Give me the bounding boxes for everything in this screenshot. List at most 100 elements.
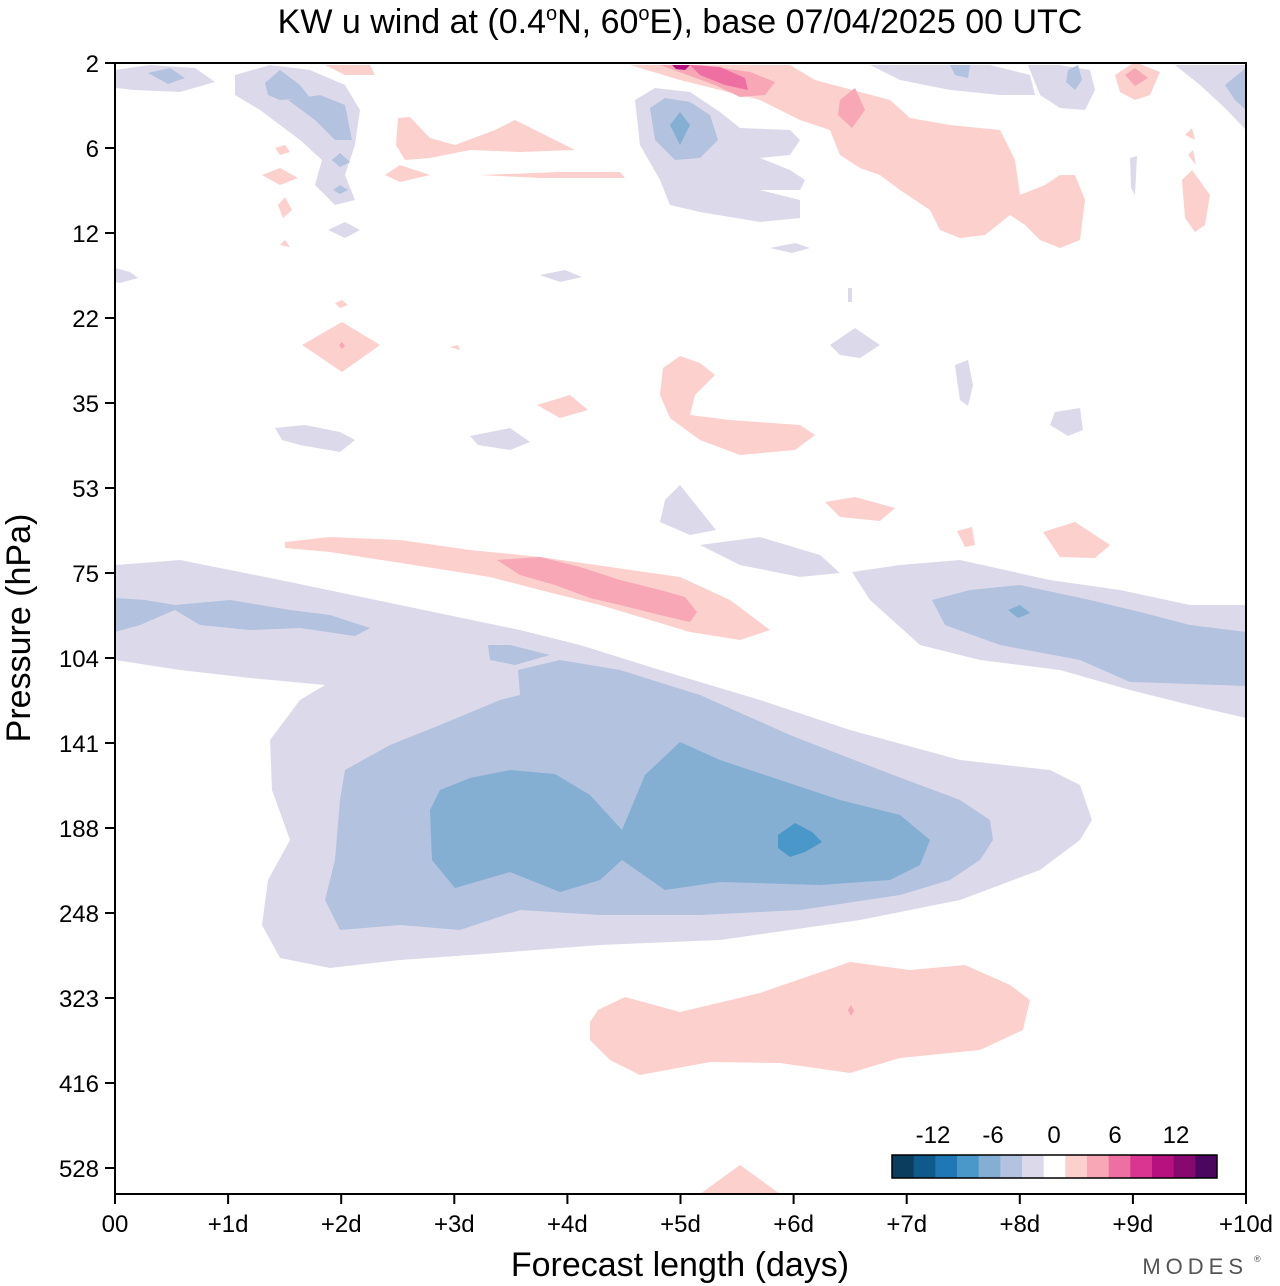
registered-mark: ® (1254, 1254, 1261, 1264)
colorbar-swatch (1043, 1155, 1066, 1178)
colorbar-swatch (1065, 1155, 1088, 1178)
y-axis-title: Pressure (hPa) (0, 514, 38, 743)
y-tick-label: 35 (72, 391, 99, 418)
x-tick-label: +5d (660, 1211, 701, 1238)
contour-neg9-85 (1008, 605, 1030, 618)
contour-pos3-lower (590, 962, 1030, 1075)
colorbar-label: 12 (1163, 1122, 1190, 1149)
colorbar-swatch (1195, 1155, 1218, 1178)
contour-neg3-25 (830, 328, 880, 358)
contour-pos3-small-c (385, 165, 430, 182)
contour-pos3-40 (660, 356, 815, 455)
contour-neg6-top-b (265, 70, 310, 100)
contour-neg9-jet (430, 742, 930, 892)
colorbar-label: -12 (916, 1122, 951, 1149)
contour-pos3-60a (825, 497, 895, 521)
y-tick-label: 323 (59, 986, 99, 1013)
contour-pos9-top (690, 65, 748, 90)
y-tick-label: 2 (86, 51, 99, 78)
contour-neg6-top-a (148, 68, 185, 84)
chart-title: KW u wind at (0.4oN, 60oE), base 07/04/2… (278, 3, 1083, 41)
colorbar-label: 6 (1108, 1122, 1121, 1149)
contour-pos3-small-a (275, 145, 290, 155)
colorbar-swatch (1108, 1155, 1131, 1178)
contour-pos3-bottom (700, 1165, 780, 1194)
contour-pos3-top-main (630, 65, 1085, 248)
contour-fills (115, 63, 1246, 1194)
colorbar: -12 -6 0 6 12 (891, 1122, 1218, 1179)
contour-neg3-9 (1130, 156, 1137, 195)
contour-pos3-20 (335, 300, 348, 308)
contour-pos6-dot (848, 1005, 854, 1016)
x-tick-label: +10d (1219, 1211, 1273, 1238)
y-tick-label: 188 (59, 816, 99, 843)
x-tick-label: +6d (773, 1211, 814, 1238)
contour-pos3-top-10d (1182, 170, 1210, 232)
colorbar-swatch (957, 1155, 980, 1178)
colorbar-swatch (1087, 1155, 1110, 1178)
y-axis: 2 6 12 22 35 53 75 104 141 188 248 323 416 528 (59, 51, 115, 1183)
contour-pos3-25b (450, 345, 460, 350)
contour-neg6-85left (115, 598, 370, 636)
x-tick-label: +9d (1113, 1211, 1154, 1238)
y-tick-label: 528 (59, 1156, 99, 1183)
x-tick-label: +3d (434, 1211, 475, 1238)
contour-neg6-top-e (333, 185, 348, 194)
colorbar-swatch (913, 1155, 936, 1178)
x-tick-label: 00 (102, 1211, 129, 1238)
x-tick-label: +7d (886, 1211, 927, 1238)
contour-neg3-20 (848, 288, 852, 302)
contour-neg3-top-10d (1175, 65, 1246, 130)
contour-pos3-75 (285, 537, 770, 640)
contour-neg3-top-8d (1028, 65, 1095, 110)
contour-neg6-top-f (950, 65, 970, 78)
y-tick-label: 141 (59, 731, 99, 758)
contour-neg6-top-c (288, 95, 352, 140)
contour-pos3-37 (537, 395, 588, 418)
y-tick-label: 416 (59, 1071, 99, 1098)
contour-pos3-small-f (280, 240, 290, 247)
y-tick-label: 6 (86, 136, 99, 163)
contour-pos3-60b (957, 527, 975, 547)
y-tick-label: 248 (59, 901, 99, 928)
x-tick-label: +8d (999, 1211, 1040, 1238)
colorbar-swatch (1022, 1155, 1045, 1178)
contour-neg3-60a (700, 537, 840, 577)
contour-neg3-top-right (870, 65, 1035, 95)
contour-pos3-small-d (480, 172, 625, 178)
contour-neg9-top (670, 112, 690, 145)
y-tick-label: 104 (59, 646, 99, 673)
contour-pos3-top-2d (325, 65, 375, 75)
contour-neg6-top-h (1225, 68, 1246, 110)
contour-neg3-60b (660, 485, 716, 535)
x-tick-label: +4d (547, 1211, 588, 1238)
contour-pos6-75 (497, 557, 697, 622)
colorbar-swatch (1000, 1155, 1023, 1178)
y-tick-label: 53 (72, 476, 99, 503)
contour-pos3-top-10d-b (1185, 128, 1195, 140)
modes-brand: MODES (1142, 1254, 1248, 1279)
colorbar-label: -6 (982, 1122, 1003, 1149)
x-tick-label: +2d (321, 1211, 362, 1238)
colorbar-swatch (978, 1155, 1001, 1178)
contour-pos6-dot-b (339, 342, 345, 349)
colorbar-label: 0 (1047, 1122, 1060, 1149)
contour-pos3-small-e (278, 197, 292, 218)
contour-neg6-104 (488, 645, 550, 665)
colorbar-swatch (892, 1155, 915, 1178)
x-axis-title: Forecast length (days) (511, 1246, 849, 1284)
x-axis: 00 +1d +2d +3d +4d +5d +6d +7d +8d +9d +10d (102, 1194, 1273, 1238)
contour-neg12-core (778, 823, 822, 857)
contour-neg3-12b (770, 243, 810, 253)
contour-pos3-top-10d-c (1188, 150, 1196, 165)
y-tick-label: 12 (72, 221, 99, 248)
contour-neg3-12a (328, 222, 360, 238)
contour-pos3-top-3d (396, 117, 575, 160)
contour-pos12-top (672, 65, 690, 70)
contour-neg6-top-g (1066, 65, 1082, 90)
colorbar-swatch (1152, 1155, 1175, 1178)
colorbar-swatch (1130, 1155, 1153, 1178)
y-tick-label: 75 (72, 561, 99, 588)
contour-neg3-40c (1050, 408, 1083, 436)
